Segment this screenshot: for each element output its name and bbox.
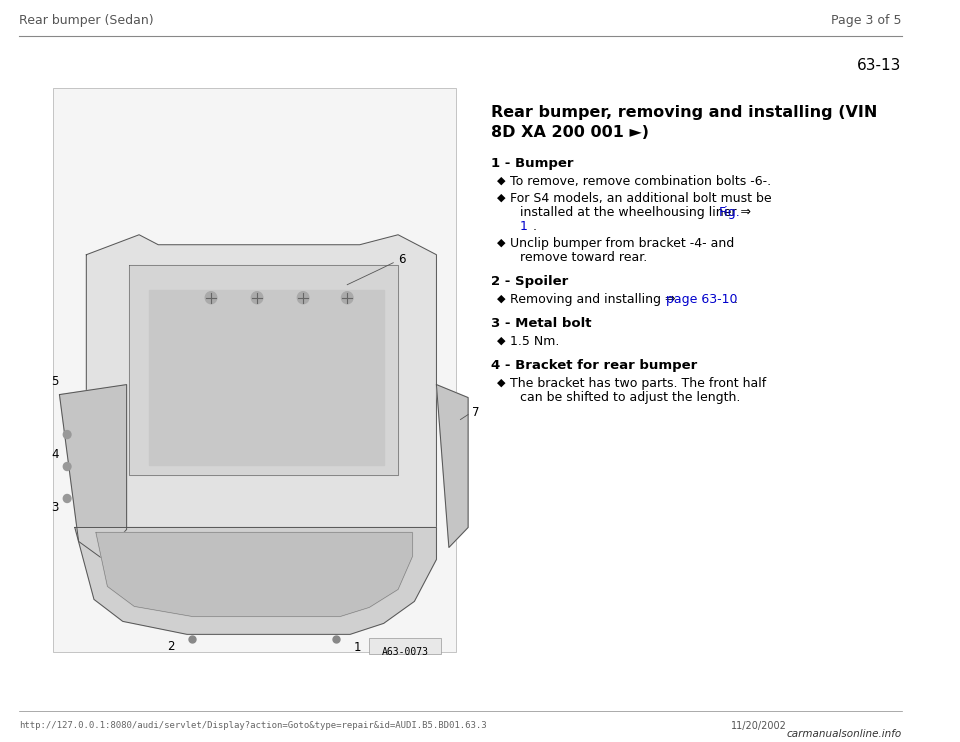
- Text: A63-0073: A63-0073: [382, 647, 429, 657]
- Text: installed at the wheelhousing liner ⇒: installed at the wheelhousing liner ⇒: [520, 206, 755, 219]
- Circle shape: [63, 430, 71, 439]
- Circle shape: [205, 292, 217, 303]
- Text: 4: 4: [51, 448, 59, 461]
- Polygon shape: [149, 289, 384, 464]
- Text: 6: 6: [398, 253, 405, 266]
- Bar: [53, 88, 456, 652]
- Circle shape: [63, 462, 71, 470]
- Text: Rear bumper, removing and installing (VIN: Rear bumper, removing and installing (VI…: [492, 105, 877, 120]
- Circle shape: [342, 292, 353, 303]
- Polygon shape: [75, 528, 437, 634]
- Text: Fig.: Fig.: [718, 206, 740, 219]
- Text: Unclip bumper from bracket -4- and: Unclip bumper from bracket -4- and: [511, 237, 734, 250]
- Text: Page 3 of 5: Page 3 of 5: [831, 14, 901, 27]
- Text: 4 - Bracket for rear bumper: 4 - Bracket for rear bumper: [492, 358, 697, 372]
- Circle shape: [252, 292, 263, 303]
- Bar: [370, 638, 442, 654]
- Text: carmanualsonline.info: carmanualsonline.info: [786, 729, 901, 739]
- Polygon shape: [60, 384, 127, 557]
- Text: 1: 1: [354, 641, 362, 654]
- Text: ◆: ◆: [497, 378, 505, 387]
- Text: 63-13: 63-13: [857, 58, 901, 73]
- Text: To remove, remove combination bolts -6-.: To remove, remove combination bolts -6-.: [511, 175, 772, 188]
- Text: 11/20/2002: 11/20/2002: [731, 721, 787, 732]
- Text: 1 - Bumper: 1 - Bumper: [492, 157, 574, 170]
- Text: http://127.0.0.1:8080/audi/servlet/Display?action=Goto&type=repair&id=AUDI.B5.BD: http://127.0.0.1:8080/audi/servlet/Displ…: [19, 721, 487, 730]
- Text: The bracket has two parts. The front half: The bracket has two parts. The front hal…: [511, 377, 766, 390]
- Text: ◆: ◆: [497, 237, 505, 248]
- Text: remove toward rear.: remove toward rear.: [520, 251, 647, 263]
- Text: ◆: ◆: [497, 176, 505, 186]
- Polygon shape: [130, 265, 398, 475]
- Text: page 63-10: page 63-10: [665, 292, 737, 306]
- Text: ◆: ◆: [497, 335, 505, 346]
- Text: 3 - Metal bolt: 3 - Metal bolt: [492, 317, 591, 329]
- Text: 2: 2: [167, 640, 175, 653]
- Text: 1.5 Nm.: 1.5 Nm.: [511, 335, 560, 348]
- Text: 7: 7: [472, 406, 479, 419]
- Polygon shape: [86, 234, 437, 530]
- Text: Rear bumper (Sedan): Rear bumper (Sedan): [19, 14, 154, 27]
- Text: 5: 5: [51, 375, 59, 388]
- Text: ◆: ◆: [497, 193, 505, 203]
- Text: can be shifted to adjust the length.: can be shifted to adjust the length.: [520, 390, 740, 404]
- Circle shape: [298, 292, 309, 303]
- Text: .: .: [529, 220, 537, 233]
- Circle shape: [63, 494, 71, 502]
- Text: 1: 1: [520, 220, 528, 233]
- Text: .: .: [730, 292, 738, 306]
- Polygon shape: [437, 384, 468, 548]
- Text: ◆: ◆: [497, 294, 505, 303]
- Text: 2 - Spoiler: 2 - Spoiler: [492, 275, 568, 288]
- Polygon shape: [96, 533, 413, 617]
- Text: 3: 3: [51, 501, 59, 514]
- Text: For S4 models, an additional bolt must be: For S4 models, an additional bolt must b…: [511, 191, 772, 205]
- Text: 8D XA 200 001 ►): 8D XA 200 001 ►): [492, 125, 649, 140]
- Text: Removing and installing ⇒: Removing and installing ⇒: [511, 292, 680, 306]
